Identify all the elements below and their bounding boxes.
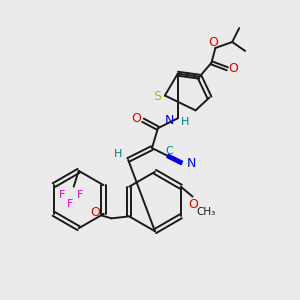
Text: O: O — [228, 62, 238, 75]
Text: N: N — [165, 114, 175, 127]
Text: O: O — [131, 112, 141, 125]
Text: H: H — [181, 117, 189, 127]
Text: H: H — [114, 149, 122, 159]
Text: N: N — [187, 158, 196, 170]
Text: O: O — [208, 37, 218, 50]
Text: CH₃: CH₃ — [197, 207, 216, 218]
Text: S: S — [153, 90, 161, 103]
Text: O: O — [91, 206, 100, 219]
Text: F: F — [76, 190, 83, 200]
Text: O: O — [189, 198, 199, 211]
Text: F: F — [58, 190, 65, 200]
Text: F: F — [67, 200, 73, 209]
Text: C: C — [165, 146, 173, 156]
